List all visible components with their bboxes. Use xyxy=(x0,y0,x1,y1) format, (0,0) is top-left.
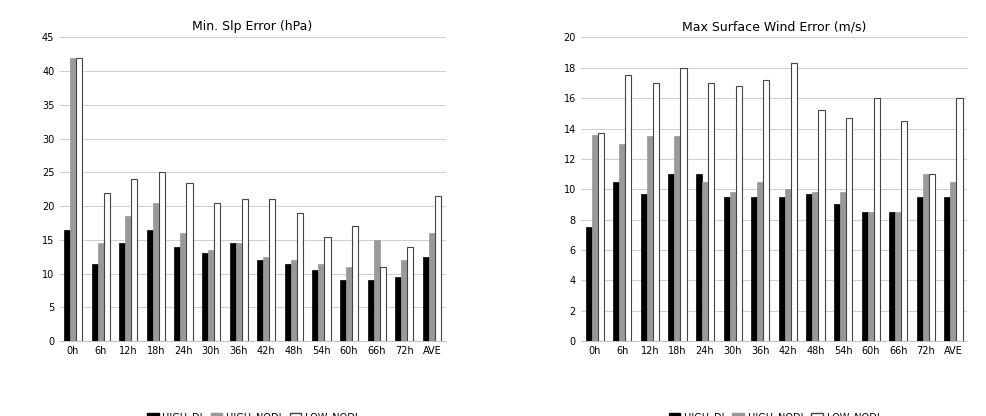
Bar xyxy=(598,133,603,341)
Bar xyxy=(131,179,137,341)
Bar xyxy=(811,192,817,341)
Bar xyxy=(70,58,76,341)
Bar xyxy=(400,260,407,341)
Bar xyxy=(612,182,618,341)
Bar xyxy=(640,194,646,341)
Bar xyxy=(756,182,762,341)
Bar xyxy=(762,80,769,341)
Bar xyxy=(153,203,159,341)
Bar xyxy=(888,212,894,341)
Bar xyxy=(867,212,873,341)
Title: Max Surface Wind Error (m/s): Max Surface Wind Error (m/s) xyxy=(681,20,866,34)
Bar xyxy=(894,212,900,341)
Legend: HIGH_DI, HIGH_NODI, LOW_NODI: HIGH_DI, HIGH_NODI, LOW_NODI xyxy=(143,409,362,416)
Bar xyxy=(695,174,701,341)
Bar xyxy=(944,197,950,341)
Bar xyxy=(778,197,784,341)
Bar xyxy=(428,233,435,341)
Bar xyxy=(394,277,400,341)
Bar xyxy=(591,135,598,341)
Bar xyxy=(104,193,109,341)
Bar xyxy=(861,212,867,341)
Bar xyxy=(435,196,441,341)
Bar xyxy=(955,98,961,341)
Bar xyxy=(422,257,428,341)
Bar xyxy=(159,172,165,341)
Bar xyxy=(269,199,275,341)
Legend: HIGH_DI, HIGH_NODI, LOW_NODI: HIGH_DI, HIGH_NODI, LOW_NODI xyxy=(664,409,882,416)
Bar xyxy=(380,267,386,341)
Bar xyxy=(256,260,263,341)
Bar xyxy=(263,257,269,341)
Bar xyxy=(928,174,934,341)
Bar xyxy=(839,192,845,341)
Bar xyxy=(916,197,922,341)
Bar xyxy=(735,86,741,341)
Bar xyxy=(284,263,291,341)
Bar xyxy=(701,182,707,341)
Bar xyxy=(950,182,955,341)
Bar xyxy=(679,68,686,341)
Bar xyxy=(125,216,131,341)
Bar xyxy=(339,280,346,341)
Bar xyxy=(98,243,104,341)
Bar xyxy=(806,194,811,341)
Bar xyxy=(845,118,851,341)
Bar xyxy=(707,83,714,341)
Bar xyxy=(646,136,652,341)
Bar xyxy=(346,267,352,341)
Bar xyxy=(64,230,70,341)
Bar xyxy=(750,197,756,341)
Bar xyxy=(900,121,906,341)
Bar xyxy=(922,174,928,341)
Bar xyxy=(186,183,192,341)
Bar xyxy=(297,213,303,341)
Bar xyxy=(668,174,673,341)
Bar xyxy=(202,253,208,341)
Bar xyxy=(236,243,242,341)
Bar xyxy=(119,243,125,341)
Bar xyxy=(76,58,82,341)
Bar xyxy=(208,250,214,341)
Bar xyxy=(242,199,247,341)
Bar xyxy=(618,144,625,341)
Bar xyxy=(318,263,324,341)
Bar xyxy=(723,197,729,341)
Bar xyxy=(175,247,180,341)
Bar xyxy=(214,203,220,341)
Bar xyxy=(352,226,358,341)
Bar xyxy=(652,83,659,341)
Bar xyxy=(729,192,735,341)
Bar xyxy=(585,227,591,341)
Bar xyxy=(367,280,374,341)
Bar xyxy=(230,243,236,341)
Bar xyxy=(873,98,879,341)
Bar xyxy=(147,230,153,341)
Bar xyxy=(673,136,679,341)
Bar xyxy=(312,270,318,341)
Bar xyxy=(784,189,790,341)
Title: Min. Slp Error (hPa): Min. Slp Error (hPa) xyxy=(192,20,313,34)
Bar xyxy=(374,240,380,341)
Bar xyxy=(625,75,631,341)
Bar xyxy=(324,237,330,341)
Bar xyxy=(180,233,186,341)
Bar xyxy=(407,247,413,341)
Bar xyxy=(817,110,823,341)
Bar xyxy=(790,63,796,341)
Bar xyxy=(92,263,98,341)
Bar xyxy=(291,260,297,341)
Bar xyxy=(833,204,839,341)
